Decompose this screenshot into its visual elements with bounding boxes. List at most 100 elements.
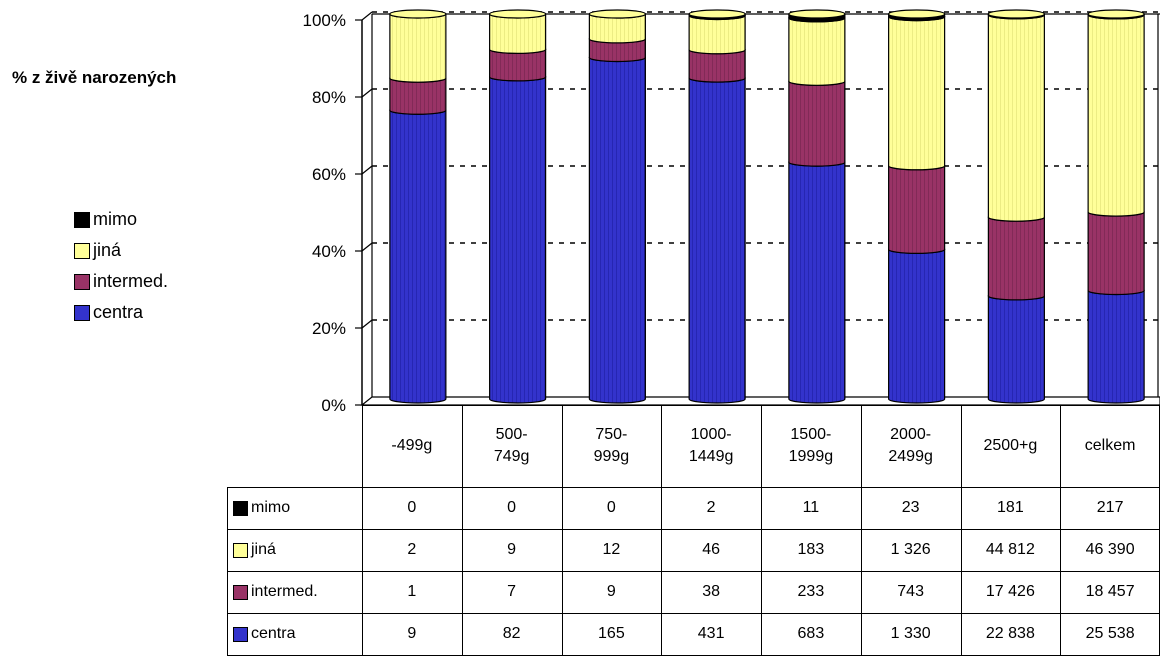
bar-top (889, 10, 945, 18)
legend-swatch (74, 243, 90, 259)
table-cell: 9 (362, 613, 462, 655)
table-row-swatch (233, 585, 248, 600)
gridline-diag (362, 12, 372, 20)
bar-segment-jiná (490, 14, 546, 53)
table-cell: 22 838 (961, 613, 1061, 655)
table-cell: 18 457 (1060, 571, 1160, 613)
bar-segment-intermed. (390, 78, 446, 114)
bar-2000-2499g (889, 10, 945, 403)
bar-segment-jiná (689, 15, 745, 53)
table-border (961, 405, 962, 655)
table-row-header-intermed.: intermed. (227, 571, 362, 613)
legend-item-mimo: mimo (74, 204, 168, 235)
legend-item-centra: centra (74, 297, 168, 328)
table-cell: 183 (761, 529, 861, 571)
bars (390, 10, 1144, 403)
table-cell: 0 (362, 487, 462, 529)
bar-top (988, 10, 1044, 18)
bar-segment-intermed. (789, 81, 845, 166)
gridline-diag (362, 89, 372, 97)
table-cell: 11 (761, 487, 861, 529)
table-cell: 44 812 (961, 529, 1061, 571)
table-header-2500+g: 2500+g (961, 405, 1061, 487)
bar-celkem (1088, 10, 1144, 403)
table-cell: 431 (661, 613, 761, 655)
table-row-swatch (233, 627, 248, 642)
table-cell: 0 (562, 487, 662, 529)
table-cell: 233 (761, 571, 861, 613)
table-border (861, 405, 862, 655)
bar-segment-jiná (889, 17, 945, 170)
table-border (227, 613, 1160, 614)
bar-750-999g (589, 10, 645, 403)
table-cell: 683 (761, 613, 861, 655)
bar-segment-intermed. (988, 217, 1044, 300)
legend-item-jiná: jiná (74, 235, 168, 266)
table-header-1500-1999g: 1500- 1999g (761, 405, 861, 487)
bar-top (1088, 10, 1144, 18)
table-cell: 1 (362, 571, 462, 613)
table-row-label: centra (251, 623, 295, 645)
y-tick-label: 20% (312, 319, 346, 338)
bar-top (390, 10, 446, 18)
table-cell: 9 (462, 529, 562, 571)
legend-label: centra (93, 302, 143, 323)
bar-segment-centra (988, 296, 1044, 403)
legend: mimo jiná intermed. centra (74, 204, 168, 328)
table-border (362, 405, 363, 655)
bar--499g (390, 10, 446, 403)
y-tick-label: 100% (303, 11, 346, 30)
bar-segment-centra (889, 249, 945, 403)
table-row-label: jiná (251, 539, 276, 561)
table-border (562, 405, 563, 655)
table-border (462, 405, 463, 655)
y-tick-label: 40% (312, 242, 346, 261)
y-tick-label: 80% (312, 88, 346, 107)
table-border (661, 405, 662, 655)
table-row-header-mimo: mimo (227, 487, 362, 529)
table-cell: 9 (562, 571, 662, 613)
table-row-label: intermed. (251, 581, 318, 603)
legend-swatch (74, 274, 90, 290)
bar-segment-centra (589, 57, 645, 403)
table-border (227, 529, 1160, 530)
table-cell: 17 426 (961, 571, 1061, 613)
table-border (227, 487, 1160, 488)
table-cell: 38 (661, 571, 761, 613)
bar-segment-centra (689, 78, 745, 403)
bar-top (789, 10, 845, 18)
table-border (227, 571, 1160, 572)
table-header-500-749g: 500- 749g (462, 405, 562, 487)
bar-segment-intermed. (889, 166, 945, 254)
legend-item-intermed.: intermed. (74, 266, 168, 297)
table-cell: 12 (562, 529, 662, 571)
table-cell: 23 (861, 487, 961, 529)
bar-top (689, 10, 745, 18)
table-cell: 1 326 (861, 529, 961, 571)
bar-2500+g (988, 10, 1044, 403)
table-cell: 2 (661, 487, 761, 529)
legend-label: intermed. (93, 271, 168, 292)
bar-segment-centra (390, 110, 446, 403)
bar-500-749g (490, 10, 546, 403)
table-border (1060, 405, 1061, 655)
table-row-header-jiná: jiná (227, 529, 362, 571)
table-cell: 25 538 (1060, 613, 1160, 655)
table-cell: 2 (362, 529, 462, 571)
table-cell: 46 (661, 529, 761, 571)
table-cell: 743 (861, 571, 961, 613)
bar-segment-centra (490, 77, 546, 403)
table-cell: 0 (462, 487, 562, 529)
bar-segment-intermed. (490, 49, 546, 80)
bar-1500-1999g (789, 10, 845, 403)
table-row-swatch (233, 501, 248, 516)
y-tick-label: 60% (312, 165, 346, 184)
table-cell: 217 (1060, 487, 1160, 529)
bar-segment-jiná (1088, 15, 1144, 216)
table-header-1000-1449g: 1000- 1449g (661, 405, 761, 487)
bar-segment-jiná (988, 15, 1044, 221)
table-header-2000-2499g: 2000- 2499g (861, 405, 961, 487)
bar-top (490, 10, 546, 18)
table-cell: 165 (562, 613, 662, 655)
bar-segment-centra (789, 162, 845, 403)
